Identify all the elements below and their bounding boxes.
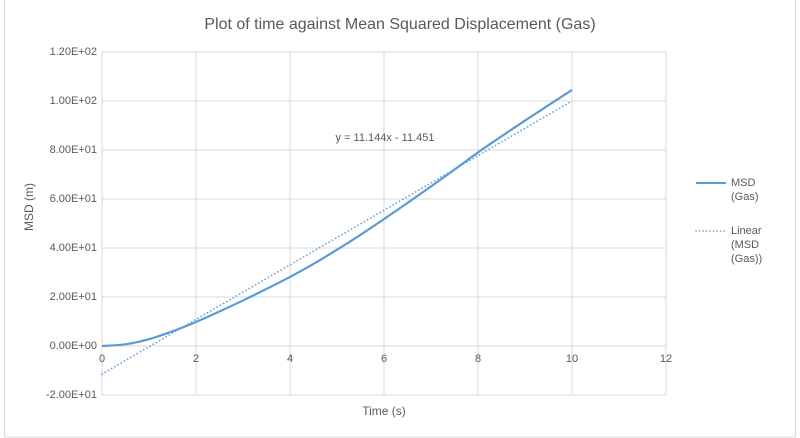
x-axis-tick-label: 4 (286, 353, 294, 365)
x-axis-title: Time (s) (362, 404, 406, 418)
y-axis-tick-label: 1.20E+02 (49, 45, 97, 58)
y-axis-tick-label: 0.00E+00 (49, 339, 97, 352)
plot-area-border (101, 51, 667, 396)
chart-outer-border (4, 0, 796, 438)
legend-key-dotted-line (695, 230, 727, 232)
legend-item-msd-gas: MSD (Gas) (695, 176, 759, 204)
trendline-equation: y = 11.144x - 11.451 (335, 132, 435, 144)
x-axis-tick-label: 12 (659, 353, 673, 365)
legend-label-msd-gas: MSD (Gas) (731, 177, 759, 203)
legend-item-linear-msd-gas: Linear (MSD (Gas)) (695, 224, 771, 266)
y-axis-tick-label: 2.00E+01 (49, 290, 97, 303)
y-axis-tick-label: 4.00E+01 (49, 241, 97, 254)
y-axis-tick-label: -2.00E+01 (45, 388, 97, 401)
y-axis-tick-label: 6.00E+01 (49, 192, 97, 205)
y-axis-tick-label: 8.00E+01 (49, 143, 97, 156)
y-axis-title: MSD (m) (22, 183, 36, 231)
x-axis-tick-label: 8 (474, 353, 482, 365)
chart-title: Plot of time against Mean Squared Displa… (204, 16, 596, 33)
x-axis-tick-label: 10 (565, 353, 579, 365)
legend-label-linear-msd-gas: Linear (MSD (Gas)) (731, 225, 763, 265)
msd-gas-series-line (101, 89, 573, 348)
legend-key-solid-line (696, 182, 726, 184)
y-axis-tick-label: 1.00E+02 (49, 94, 97, 107)
x-axis-tick-label: 0 (98, 353, 106, 365)
x-axis-tick-label: 2 (192, 353, 200, 365)
x-axis-tick-label: 6 (380, 353, 388, 365)
